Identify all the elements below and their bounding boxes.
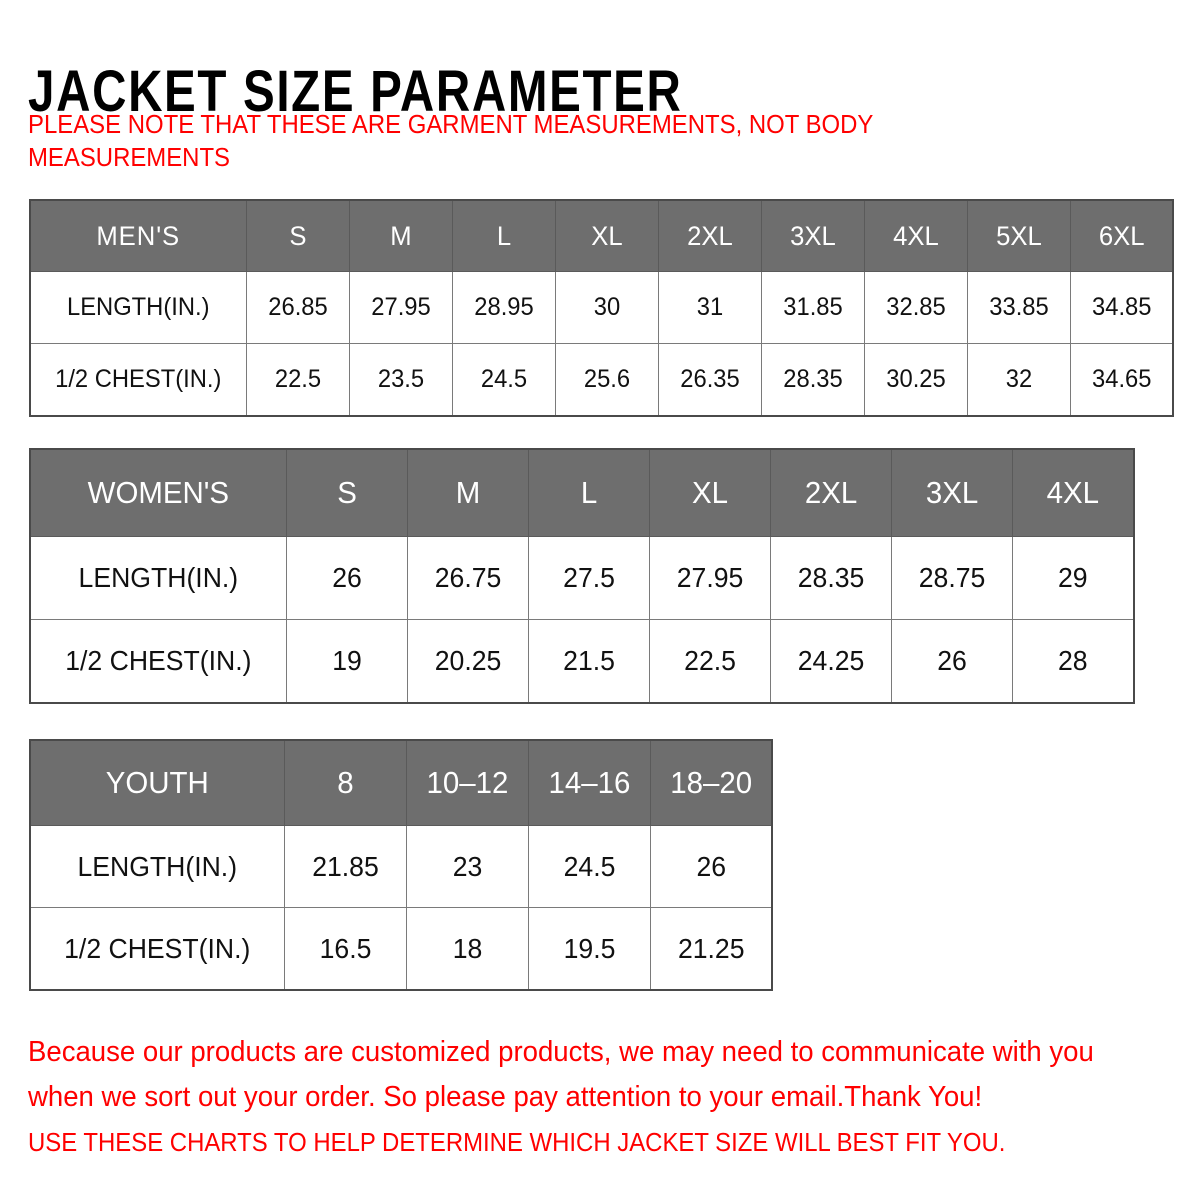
womens-size-header-m: M: [406, 448, 529, 537]
table-cell: 34.85: [1069, 271, 1174, 344]
youth-size-header-8: 8: [283, 739, 407, 826]
table-cell: 30: [554, 271, 659, 344]
table-cell: 20.25: [406, 619, 529, 704]
table-cell: 18: [405, 907, 529, 991]
womens-size-header-4xl: 4XL: [1012, 448, 1135, 537]
table-cell: 19.5: [527, 907, 651, 991]
table-header-row: YOUTH 8 10–12 14–16 18–20: [29, 739, 773, 826]
table-cell: 28.75: [891, 536, 1014, 620]
mens-size-table: MEN'S S M L XL 2XL 3XL 4XL 5XL 6XL LENGT…: [29, 199, 1174, 417]
table-cell: 25.6: [554, 343, 659, 417]
table-cell: 22.5: [245, 343, 350, 417]
youth-length-row-label: LENGTH(IN.): [29, 825, 285, 908]
table-row: LENGTH(IN.) 21.85 23 24.5 26: [29, 825, 773, 908]
womens-length-row-label: LENGTH(IN.): [29, 536, 287, 620]
table-cell: 24.5: [451, 343, 556, 417]
garment-measurement-note: PLEASE NOTE THAT THESE ARE GARMENT MEASU…: [28, 109, 873, 172]
table-cell: 19: [285, 619, 408, 704]
table-header-row: WOMEN'S S M L XL 2XL 3XL 4XL: [29, 448, 1135, 537]
womens-size-header-l: L: [527, 448, 651, 537]
table-cell: 28.35: [760, 343, 865, 417]
table-cell: 24.25: [770, 619, 893, 704]
youth-chest-row-label: 1/2 CHEST(IN.): [29, 907, 285, 991]
womens-size-header-3xl: 3XL: [891, 448, 1014, 537]
table-cell: 26: [649, 825, 773, 908]
youth-size-header-14-16: 14–16: [527, 739, 651, 826]
mens-size-header-3xl: 3XL: [760, 199, 865, 272]
table-row: 1/2 CHEST(IN.) 16.5 18 19.5 21.25: [29, 907, 773, 991]
chart-usage-note: USE THESE CHARTS TO HELP DETERMINE WHICH…: [28, 1127, 1006, 1157]
page-title: JACKET SIZE PARAMETER: [28, 58, 683, 124]
table-cell: 24.5: [527, 825, 651, 908]
table-cell: 31.85: [760, 271, 865, 344]
womens-size-table: WOMEN'S S M L XL 2XL 3XL 4XL LENGTH(IN.)…: [29, 448, 1135, 704]
youth-size-header-10-12: 10–12: [405, 739, 529, 826]
youth-size-table: YOUTH 8 10–12 14–16 18–20 LENGTH(IN.) 21…: [29, 739, 773, 991]
womens-size-header-xl: XL: [649, 448, 772, 537]
mens-size-header-xl: XL: [554, 199, 659, 272]
mens-size-header-s: S: [245, 199, 350, 272]
table-cell: 22.5: [649, 619, 772, 704]
mens-size-header-l: L: [451, 199, 556, 272]
table-cell: 28.35: [770, 536, 893, 620]
table-cell: 27.95: [348, 271, 453, 344]
mens-size-header-m: M: [348, 199, 453, 272]
table-cell: 23: [405, 825, 529, 908]
table-cell: 26: [891, 619, 1014, 704]
mens-size-header-2xl: 2XL: [657, 199, 762, 272]
youth-size-header-18-20: 18–20: [649, 739, 773, 826]
mens-size-header-5xl: 5XL: [966, 199, 1071, 272]
table-cell: 28.95: [451, 271, 556, 344]
table-cell: 34.65: [1069, 343, 1174, 417]
table-cell: 30.25: [863, 343, 968, 417]
table-cell: 27.95: [649, 536, 772, 620]
table-cell: 21.5: [527, 619, 651, 704]
mens-size-header-4xl: 4XL: [863, 199, 968, 272]
table-cell: 32.85: [863, 271, 968, 344]
mens-length-row-label: LENGTH(IN.): [29, 271, 247, 344]
table-cell: 26.85: [245, 271, 350, 344]
table-cell: 21.25: [649, 907, 773, 991]
table-row: 1/2 CHEST(IN.) 19 20.25 21.5 22.5 24.25 …: [29, 619, 1135, 704]
mens-size-header-6xl: 6XL: [1069, 199, 1174, 272]
table-cell: 33.85: [966, 271, 1071, 344]
table-cell: 23.5: [348, 343, 453, 417]
womens-size-header-2xl: 2XL: [770, 448, 893, 537]
womens-size-header-s: S: [285, 448, 408, 537]
table-row: LENGTH(IN.) 26.85 27.95 28.95 30 31 31.8…: [29, 271, 1174, 344]
table-cell: 26.75: [406, 536, 529, 620]
table-header-row: MEN'S S M L XL 2XL 3XL 4XL 5XL 6XL: [29, 199, 1174, 272]
womens-table-title-cell: WOMEN'S: [29, 448, 287, 537]
table-cell: 27.5: [527, 536, 651, 620]
table-cell: 32: [966, 343, 1071, 417]
customization-note: Because our products are customized prod…: [28, 1036, 1094, 1113]
table-cell: 16.5: [283, 907, 407, 991]
table-cell: 26.35: [657, 343, 762, 417]
table-cell: 26: [285, 536, 408, 620]
youth-table-title-cell: YOUTH: [29, 739, 285, 826]
table-cell: 29: [1012, 536, 1135, 620]
table-row: LENGTH(IN.) 26 26.75 27.5 27.95 28.35 28…: [29, 536, 1135, 620]
table-cell: 28: [1012, 619, 1135, 704]
mens-chest-row-label: 1/2 CHEST(IN.): [29, 343, 247, 417]
womens-chest-row-label: 1/2 CHEST(IN.): [29, 619, 287, 704]
table-row: 1/2 CHEST(IN.) 22.5 23.5 24.5 25.6 26.35…: [29, 343, 1174, 417]
mens-table-title-cell: MEN'S: [29, 199, 247, 272]
table-cell: 31: [657, 271, 762, 344]
table-cell: 21.85: [283, 825, 407, 908]
